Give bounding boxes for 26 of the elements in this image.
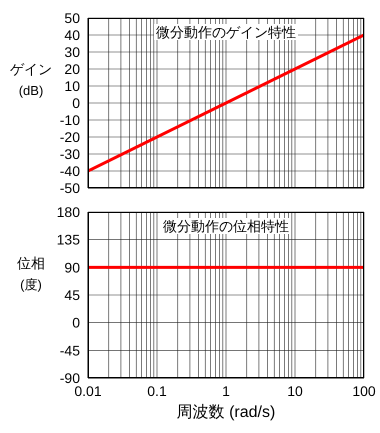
y-tick-label: 0 (72, 94, 80, 111)
y-tick-label: 20 (64, 60, 80, 77)
y-tick-label: 180 (56, 204, 80, 220)
y-tick-label: -40 (60, 162, 80, 179)
y-tick-label: 40 (64, 26, 80, 43)
y-tick-label: 45 (64, 286, 80, 303)
text: 微分動作の位相特性 (161, 218, 291, 234)
y-tick-label: -20 (60, 128, 80, 145)
y-tick-label: -30 (60, 146, 80, 162)
y-tick-label: 0 (72, 314, 80, 331)
y-axis-title: 位相 (度) (16, 254, 46, 294)
y-tick-label: 90 (64, 259, 80, 276)
y-tick-label: 135 (56, 232, 80, 248)
x-tick-label: 1 (222, 382, 230, 399)
y-tick-label: 10 (64, 78, 80, 94)
chart-title: 微分動作のゲイン特性 (154, 24, 298, 40)
y-tick-label: 30 (64, 44, 80, 60)
y-tick-label: 50 (64, 10, 80, 26)
x-tick-label: 10 (287, 382, 303, 399)
y-axis-title: ゲイン (dB) (9, 60, 53, 100)
x-tick-label: 0.1 (147, 382, 167, 399)
y-tick-label: -45 (60, 342, 80, 358)
x-axis-title: 周波数 (rad/s) (176, 402, 276, 423)
y-tick-label: -10 (60, 112, 80, 128)
y-tick-label: -50 (60, 180, 80, 196)
x-tick-label: 100 (352, 382, 376, 399)
